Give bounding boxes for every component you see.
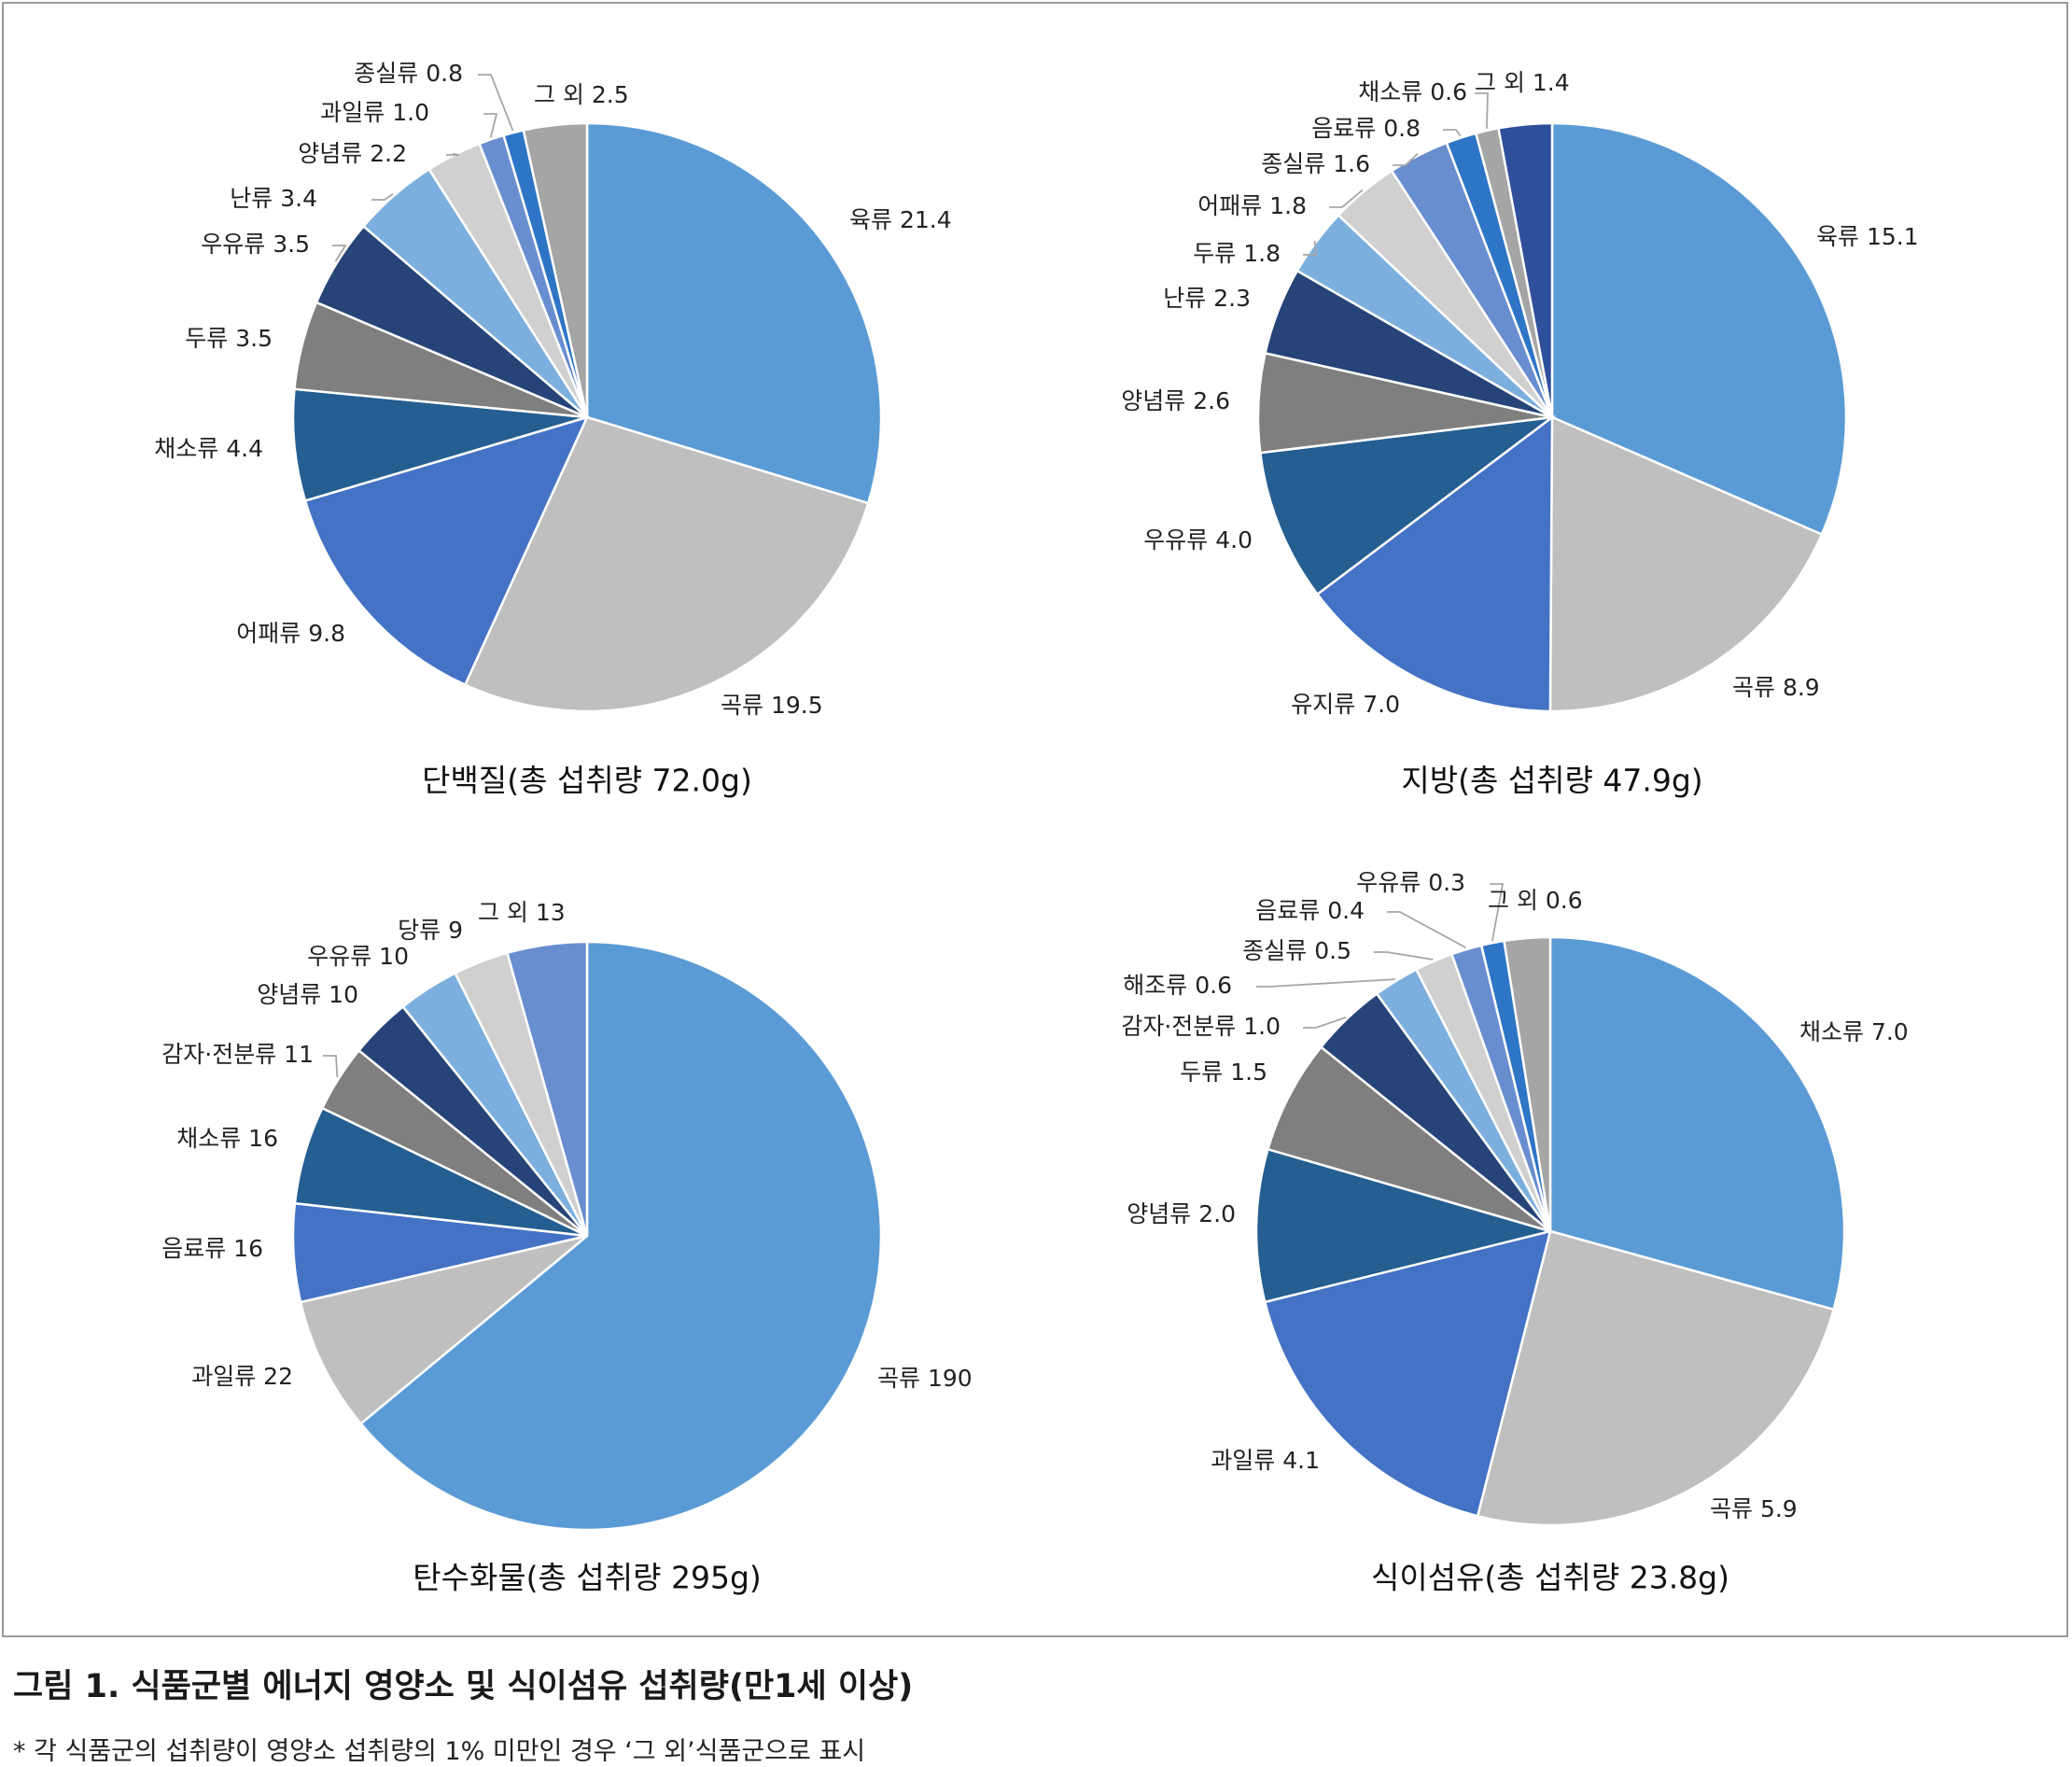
leader-line — [332, 245, 347, 262]
slice-label: 양념류 10 — [257, 981, 358, 1008]
slice-label: 과일류 4.1 — [1211, 1447, 1320, 1474]
slice-label: 과일류 1.0 — [320, 99, 429, 126]
slice-label: 우유류 3.5 — [201, 231, 310, 258]
pie-slice — [299, 1234, 588, 1425]
slice-label: 양념류 2.0 — [1127, 1200, 1236, 1227]
pie-chart-4: 채소류 7.0 곡류 5.9 과일류 4.1 양념류 2.0 두류 1.5 감자·전분류 … — [1121, 869, 1908, 1596]
figure-frame — [2, 2, 2068, 1637]
pie-slice — [1497, 121, 1554, 418]
pie-slice — [585, 121, 883, 505]
slice-label: 유지류 7.0 — [1291, 691, 1400, 718]
slice-label: 감자·전분류 1.0 — [1121, 1013, 1281, 1040]
pie-slice — [303, 415, 590, 687]
slice-label: 채소류 16 — [176, 1125, 278, 1152]
pie-slice — [505, 940, 589, 1237]
pie-slice — [1503, 935, 1552, 1232]
chart-title: 지방(총 섭취량 47.9g) — [1401, 763, 1702, 799]
pie-slice — [358, 940, 883, 1532]
pie-slice — [1263, 1229, 1552, 1518]
slice-label: 육류 21.4 — [849, 206, 952, 233]
slice-label: 육류 15.1 — [1816, 223, 1919, 250]
slice-label: 종실류 1.6 — [1261, 150, 1370, 177]
slice-label: 그 외 0.6 — [1488, 887, 1583, 914]
slice-label: 양념류 2.6 — [1121, 387, 1230, 414]
slice-label: 그 외 1.4 — [1475, 69, 1570, 96]
slice-label: 채소류 4.4 — [154, 435, 263, 462]
leader-line — [1490, 883, 1505, 942]
slice-label: 난류 3.4 — [230, 185, 317, 212]
pie-slice — [1266, 1045, 1551, 1233]
leader-line — [483, 113, 498, 138]
slice-label: 종실류 0.8 — [354, 60, 463, 87]
pie-slice — [1550, 121, 1848, 537]
pie-charts: 육류 21.4 곡류 19.5 어패류 9.8 채소류 4.4 두류 3.5 우유류 3.… — [154, 60, 1918, 1596]
slice-label: 음료류 0.8 — [1311, 115, 1421, 142]
leader-line — [1329, 189, 1364, 208]
slice-label: 우유류 0.3 — [1356, 869, 1465, 896]
slice-label: 채소류 7.0 — [1799, 1018, 1909, 1045]
pie-slice — [1258, 415, 1557, 596]
figure-footnote: * 각 식품군의 섭취량이 영양소 섭취량의 1% 미만인 경우 ‘그 외’식품… — [13, 1737, 866, 1766]
slice-label: 양념류 2.2 — [298, 140, 407, 167]
chart-title: 단백질(총 섭취량 72.0g) — [422, 763, 752, 799]
pie-chart-2: 육류 15.1 곡류 8.9 유지류 7.0 우유류 4.0 양념류 2.6 난류 2.3… — [1121, 69, 1918, 799]
slice-label: 음료류 16 — [161, 1235, 263, 1262]
slice-label: 두류 1.8 — [1193, 240, 1281, 267]
leader-line — [1303, 240, 1317, 256]
pie-slice — [1315, 414, 1554, 713]
pie-slice — [1548, 935, 1846, 1311]
slice-label: 그 외 2.5 — [534, 81, 629, 108]
leader-line — [1374, 951, 1434, 961]
slice-label: 어패류 9.8 — [236, 620, 345, 647]
slice-label: 두류 1.5 — [1180, 1059, 1267, 1086]
slice-label: 과일류 22 — [191, 1363, 293, 1390]
leader-line — [1443, 129, 1462, 137]
leader-line — [478, 74, 514, 132]
leader-line — [1256, 978, 1395, 988]
pie-slice — [291, 387, 588, 503]
leader-line — [1387, 911, 1467, 948]
slice-label: 그 외 13 — [478, 899, 566, 926]
slice-label: 곡류 5.9 — [1710, 1495, 1798, 1522]
leader-line — [371, 193, 394, 201]
leader-line — [323, 1055, 339, 1078]
slice-label: 음료류 0.4 — [1255, 897, 1365, 924]
slice-label: 해조류 0.6 — [1123, 972, 1232, 999]
pie-slice — [522, 121, 589, 418]
slice-label: 곡류 8.9 — [1732, 674, 1820, 701]
slice-label: 우유류 10 — [307, 943, 409, 970]
slice-label: 난류 2.3 — [1163, 285, 1251, 312]
pie-slice — [1254, 1147, 1555, 1304]
slice-label: 곡류 190 — [877, 1365, 973, 1392]
figure-caption: 그림 1. 식품군별 에너지 영양소 및 식이섬유 섭취량(만1세 이상) — [13, 1668, 914, 1705]
slice-label: 감자·전분류 11 — [161, 1041, 314, 1068]
chart-title: 탄수화물(총 섭취량 295g) — [413, 1560, 762, 1596]
leader-line — [1393, 153, 1419, 166]
pie-slice — [1476, 1229, 1836, 1527]
slice-label: 종실류 0.5 — [1242, 937, 1351, 964]
chart-title: 식이섬유(총 섭취량 23.8g) — [1371, 1560, 1729, 1596]
slice-label: 우유류 4.0 — [1143, 526, 1253, 554]
leader-line — [1303, 1016, 1347, 1029]
pie-slice — [463, 415, 870, 713]
slice-label: 채소류 0.6 — [1358, 78, 1467, 105]
leader-line — [446, 152, 460, 156]
slice-label: 두류 3.5 — [185, 325, 273, 352]
slice-label: 당류 9 — [398, 917, 463, 944]
pie-chart-3: 곡류 190 과일류 22 음료류 16 채소류 16 감자·전분류 11 양념류 10 우… — [161, 899, 972, 1596]
pie-slice — [1548, 415, 1824, 713]
slice-label: 곡류 19.5 — [721, 692, 823, 719]
leader-line — [1475, 92, 1489, 129]
pie-chart-1: 육류 21.4 곡류 19.5 어패류 9.8 채소류 4.4 두류 3.5 우유류 3.… — [154, 60, 951, 799]
slice-label: 어패류 1.8 — [1197, 192, 1307, 219]
